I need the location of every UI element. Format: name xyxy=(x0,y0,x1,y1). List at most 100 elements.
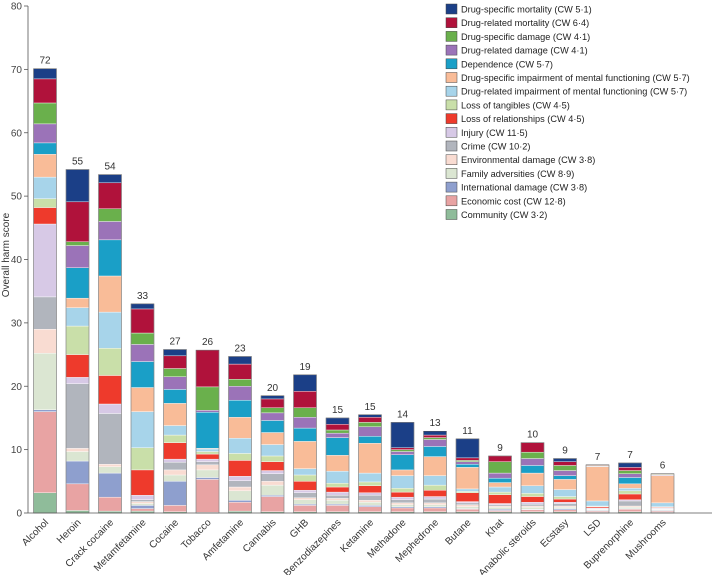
bar-segment xyxy=(33,176,57,199)
legend-label: Loss of relationships (CW 4·5) xyxy=(461,114,585,124)
bar-segment xyxy=(195,386,220,411)
bar-segment xyxy=(33,353,57,410)
bar-segment xyxy=(488,486,512,493)
legend-label: Drug-specific impairment of mental funct… xyxy=(461,73,690,83)
bar-stack-ghb xyxy=(293,374,317,514)
bar-segment xyxy=(195,453,220,460)
bar-segment xyxy=(293,468,317,476)
bar-segment xyxy=(488,491,512,495)
legend-label: Drug-related damage (CW 4·1) xyxy=(461,46,588,56)
bar-segment xyxy=(195,464,220,471)
bar-segment xyxy=(423,437,447,440)
bars-layer xyxy=(33,68,675,514)
bar-segment xyxy=(65,267,90,299)
bar-segment xyxy=(163,474,187,482)
bar-stack-lsd xyxy=(585,464,610,514)
bar-segment xyxy=(130,503,155,506)
bar-segment xyxy=(553,498,577,503)
bar-segment xyxy=(228,399,252,418)
bar-segment xyxy=(98,174,122,184)
bar-segment xyxy=(130,505,155,509)
bar-segment xyxy=(293,474,317,482)
bar-segment xyxy=(65,483,90,511)
legend-item: Loss of relationships (CW 4·5) xyxy=(445,113,585,124)
y-tick-label: 10 xyxy=(11,445,23,456)
bar-segment xyxy=(293,441,317,469)
bar-segment xyxy=(520,496,545,503)
bar-segment xyxy=(33,223,57,298)
category-label: Butane xyxy=(443,517,473,547)
bar-segment xyxy=(423,431,447,436)
bar-segment xyxy=(423,489,447,497)
bar-segment xyxy=(293,505,317,512)
bar-segment xyxy=(163,403,187,426)
bar-segment xyxy=(65,307,90,327)
legend-item: Drug-related impairment of mental functi… xyxy=(445,85,687,97)
bar-segment xyxy=(390,504,415,507)
bar-segment xyxy=(390,451,415,455)
bar-segment xyxy=(390,491,415,498)
bar-segment xyxy=(33,409,57,412)
bar-segment xyxy=(98,311,122,349)
bar-segment xyxy=(195,451,220,455)
legend-label: Loss of tangibles (CW 4·5) xyxy=(461,100,570,110)
bar-total-label: 23 xyxy=(234,343,246,354)
bar-segment xyxy=(195,461,220,466)
bar-segment xyxy=(260,473,285,482)
bar-segment xyxy=(228,486,252,492)
bar-segment xyxy=(260,432,285,445)
bar-segment xyxy=(520,503,545,507)
legend-swatch xyxy=(445,17,458,28)
bar-segment xyxy=(130,361,155,388)
bar-segment xyxy=(98,221,122,241)
bar-stack-metamfetamine xyxy=(130,303,155,514)
bar-segment xyxy=(358,500,382,503)
bar-segment xyxy=(553,461,577,466)
bar-segment xyxy=(65,325,90,355)
bar-segment xyxy=(553,509,577,512)
bar-segment xyxy=(130,344,155,362)
bar-segment xyxy=(163,442,187,460)
bar-segment xyxy=(455,438,480,459)
bar-segment xyxy=(520,465,545,474)
legend: Drug-specific mortality (CW 5·1) Drug-rel… xyxy=(445,3,690,220)
bar-total-label: 27 xyxy=(169,336,181,347)
bar-segment xyxy=(260,444,285,457)
bar-stack-amfetamine xyxy=(228,356,252,514)
bar-stack-tobacco xyxy=(195,349,220,514)
bar-segment xyxy=(130,332,155,345)
legend-swatch xyxy=(445,154,458,165)
bar-segment xyxy=(163,458,187,463)
bar-segment xyxy=(618,473,642,478)
bar-segment xyxy=(163,469,187,476)
y-tick-label: 20 xyxy=(11,382,23,393)
bar-segment xyxy=(325,483,350,488)
bar-segment xyxy=(65,241,90,246)
bar-segment xyxy=(228,453,252,461)
bar-segment xyxy=(293,374,317,392)
bar-segment xyxy=(33,78,57,104)
bar-segment xyxy=(163,505,187,512)
bar-segment xyxy=(293,391,317,408)
bar-segment xyxy=(390,488,415,493)
bar-segment xyxy=(130,387,155,412)
bar-segment xyxy=(488,477,512,483)
bar-segment xyxy=(423,446,447,457)
bar-segment xyxy=(423,502,447,505)
bar-segment xyxy=(553,458,577,462)
bar-segment xyxy=(33,68,57,80)
bar-segment xyxy=(325,495,350,499)
bar-segment xyxy=(163,376,187,390)
bar-total-label: 7 xyxy=(595,452,601,463)
bar-segment xyxy=(33,207,57,225)
y-tick-label: 60 xyxy=(11,128,23,139)
bar-segment xyxy=(98,464,122,467)
bar-segment xyxy=(260,470,285,474)
bar-segment xyxy=(423,504,447,507)
legend-swatch xyxy=(445,181,458,193)
bar-stack-methadone xyxy=(390,422,415,514)
bar-segment xyxy=(260,412,285,421)
bar-segment xyxy=(585,466,610,502)
bar-segment xyxy=(520,493,545,497)
